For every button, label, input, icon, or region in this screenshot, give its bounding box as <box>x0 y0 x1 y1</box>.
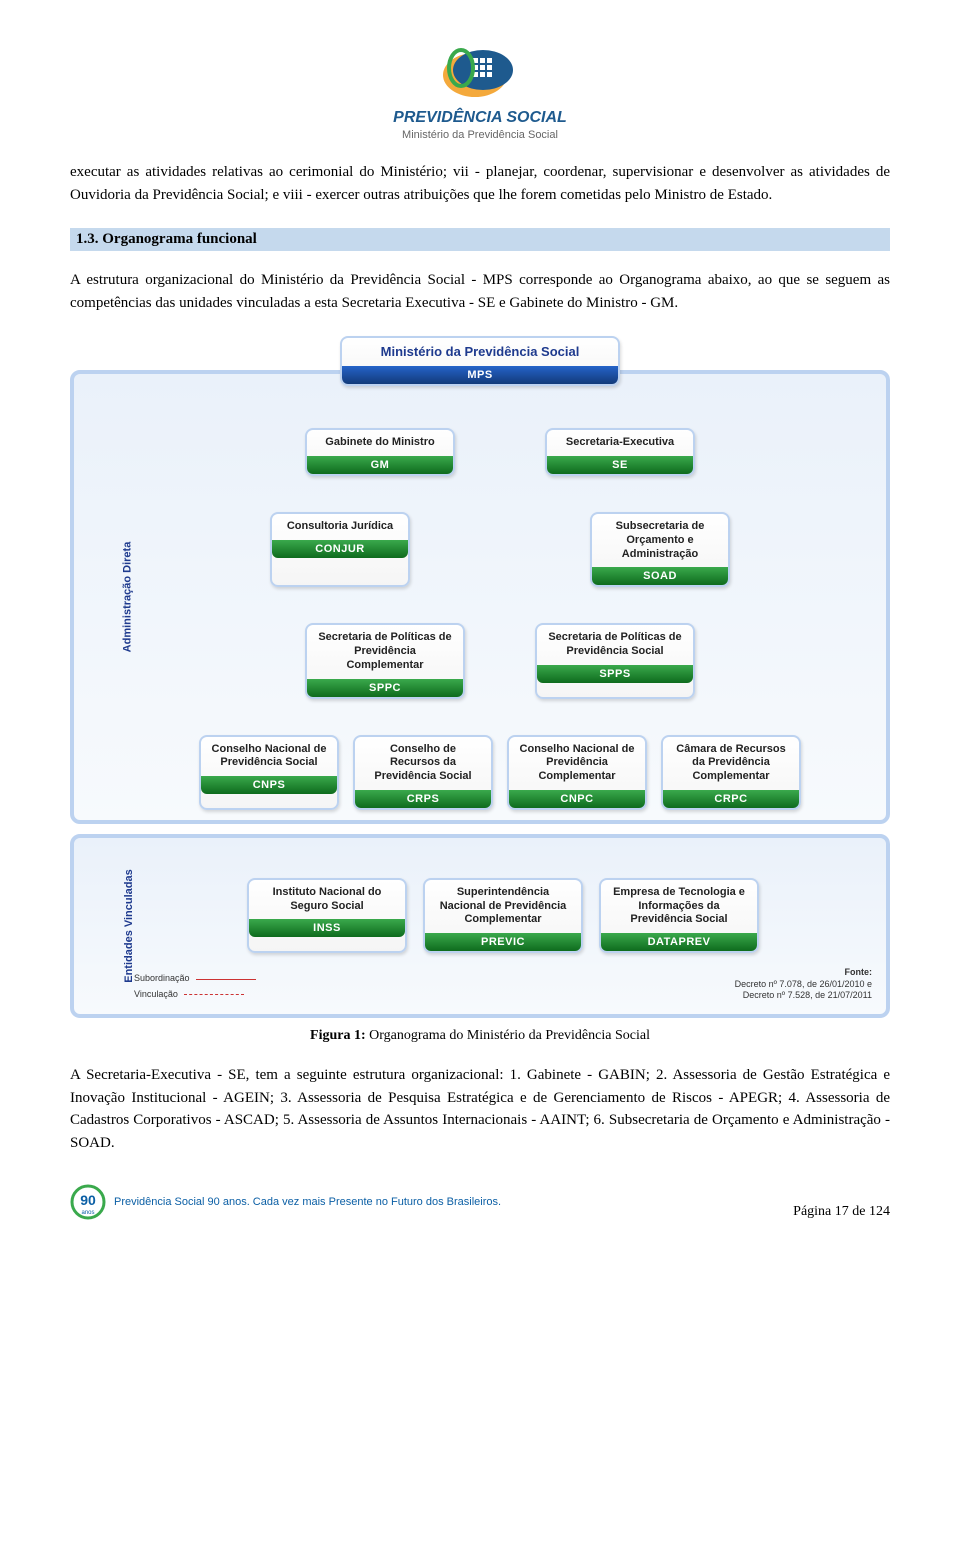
legend: Subordinação Vinculação Fonte: Decreto n… <box>134 967 872 1002</box>
page-number: Página 17 de 124 <box>793 1204 890 1220</box>
figure-caption: Figura 1: Organograma do Ministério da P… <box>70 1028 890 1044</box>
node-spps: Secretaria de Políticas de Previdência S… <box>535 623 695 698</box>
paragraph-1: executar as atividades relativas ao ceri… <box>70 161 890 206</box>
footer-90-icon: 90 anos <box>70 1184 106 1220</box>
legend-line-solid <box>196 979 256 980</box>
logo-main-text: PREVIDÊNCIA SOCIAL <box>70 109 890 127</box>
legend-sub: Subordinação <box>134 973 190 983</box>
paragraph-3: A Secretaria-Executiva - SE, tem a segui… <box>70 1064 890 1154</box>
node-se: Secretaria-ExecutivaSE <box>545 428 695 476</box>
node-cnpc: Conselho Nacional de Previdência Complem… <box>507 735 647 810</box>
legend-vinc: Vinculação <box>134 989 178 999</box>
node-gm: Gabinete do MinistroGM <box>305 428 455 476</box>
footer-brand-text: Previdência Social 90 anos. Cada vez mai… <box>114 1196 501 1208</box>
node-mps: Ministério da Previdência Social MPS <box>340 336 620 386</box>
node-crps: Conselho de Recursos da Previdência Soci… <box>353 735 493 810</box>
page-footer: 90 anos Previdência Social 90 anos. Cada … <box>70 1184 890 1220</box>
node-conjur: Consultoria JurídicaCONJUR <box>270 512 410 587</box>
node-cnps: Conselho Nacional de Previdência SocialC… <box>199 735 339 810</box>
entidades-vinculadas-group: Entidades Vinculadas Instituto Nacional … <box>70 834 890 1018</box>
node-soad: Subsecretaria de Orçamento e Administraç… <box>590 512 730 587</box>
paragraph-2: A estrutura organizacional do Ministério… <box>70 269 890 314</box>
org-chart: Ministério da Previdência Social MPS Adm… <box>70 336 890 1018</box>
node-previc: Superintendência Nacional de Previdência… <box>423 878 583 953</box>
legend-line-dash <box>184 994 244 995</box>
admin-direta-group: Administração Direta Gabinete do Ministr… <box>70 370 890 824</box>
svg-text:anos: anos <box>81 1210 94 1216</box>
node-dataprev: Empresa de Tecnologia e Informações da P… <box>599 878 759 953</box>
legend-d1: Decreto nº 7.078, de 26/01/2010 e <box>735 979 872 991</box>
header-logo-block: PREVIDÊNCIA SOCIAL Ministério da Previdê… <box>70 40 890 141</box>
node-crpc: Câmara de Recursos da Previdência Comple… <box>661 735 801 810</box>
section-heading: 1.3. Organograma funcional <box>70 228 890 251</box>
logo-sub-text: Ministério da Previdência Social <box>70 129 890 141</box>
logo-icon <box>425 40 535 105</box>
legend-fonte: Fonte: <box>735 967 872 979</box>
legend-d2: Decreto nº 7.528, de 21/07/2011 <box>735 990 872 1002</box>
svg-text:90: 90 <box>80 1192 96 1208</box>
node-inss: Instituto Nacional do Seguro SocialINSS <box>247 878 407 953</box>
sidebar-entidades: Entidades Vinculadas <box>123 869 135 983</box>
node-sppc: Secretaria de Políticas de Previdência C… <box>305 623 465 698</box>
